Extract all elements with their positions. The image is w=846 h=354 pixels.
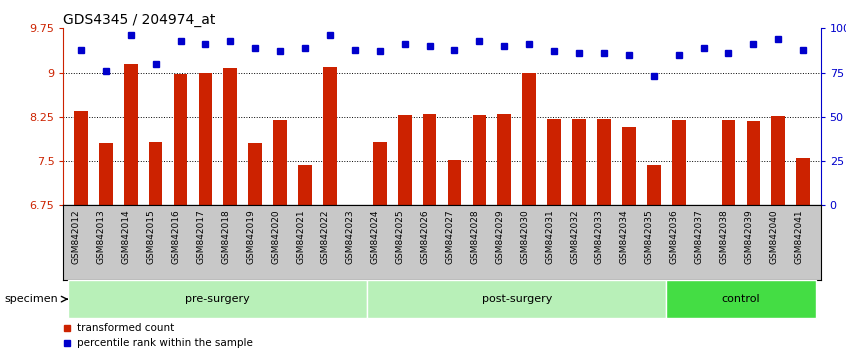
Text: GSM842019: GSM842019 [246,209,255,264]
Bar [69,280,367,318]
Bar [597,119,611,205]
Text: specimen: specimen [4,294,58,304]
Bar [423,114,437,205]
Text: GSM842031: GSM842031 [545,209,554,264]
Text: GSM842020: GSM842020 [271,209,280,264]
Text: GDS4345 / 204974_at: GDS4345 / 204974_at [63,13,215,27]
Bar [149,142,162,205]
Bar [273,120,287,205]
Text: GSM842013: GSM842013 [96,209,106,264]
Bar [173,74,187,205]
Text: GSM842014: GSM842014 [122,209,130,264]
Bar [199,73,212,205]
Text: GSM842024: GSM842024 [371,209,380,263]
Bar [746,121,761,205]
Text: GSM842016: GSM842016 [172,209,180,264]
Text: GSM842029: GSM842029 [495,209,504,264]
Text: GSM842034: GSM842034 [620,209,629,264]
Bar [722,120,735,205]
Text: GSM842041: GSM842041 [794,209,803,264]
Text: GSM842027: GSM842027 [446,209,454,264]
Bar [298,165,312,205]
Text: GSM842039: GSM842039 [744,209,754,264]
Text: pre-surgery: pre-surgery [185,294,250,304]
Bar [666,280,816,318]
Bar [223,68,237,205]
Bar [124,64,138,205]
Bar [323,67,337,205]
Text: GSM842018: GSM842018 [222,209,230,264]
Bar [772,116,785,205]
Bar [99,143,113,205]
Bar [497,114,511,205]
Text: GSM842030: GSM842030 [520,209,530,264]
Text: GSM842040: GSM842040 [769,209,778,264]
Bar [647,165,661,205]
Bar [572,119,586,205]
Bar [373,142,387,205]
Bar [672,120,685,205]
Text: GSM842022: GSM842022 [321,209,330,263]
Text: GSM842023: GSM842023 [346,209,354,264]
Text: GSM842033: GSM842033 [595,209,604,264]
Text: GSM842021: GSM842021 [296,209,305,264]
Bar [74,111,88,205]
Text: control: control [722,294,761,304]
Text: percentile rank within the sample: percentile rank within the sample [77,338,253,348]
Bar [796,158,810,205]
Text: GSM842026: GSM842026 [420,209,430,264]
Bar [473,115,486,205]
Bar [249,143,262,205]
Bar [622,127,635,205]
Text: post-surgery: post-surgery [481,294,552,304]
Text: GSM842015: GSM842015 [146,209,156,264]
Bar [547,119,561,205]
Text: GSM842012: GSM842012 [72,209,81,264]
Bar [398,115,411,205]
Bar [522,73,536,205]
Bar [367,280,666,318]
Text: GSM842035: GSM842035 [645,209,654,264]
Bar [448,160,461,205]
Text: GSM842037: GSM842037 [695,209,704,264]
Text: GSM842032: GSM842032 [570,209,579,264]
Text: GSM842028: GSM842028 [470,209,480,264]
Text: GSM842036: GSM842036 [670,209,678,264]
Text: GSM842017: GSM842017 [196,209,206,264]
Text: transformed count: transformed count [77,322,174,332]
Text: GSM842025: GSM842025 [396,209,404,264]
Text: GSM842038: GSM842038 [719,209,728,264]
